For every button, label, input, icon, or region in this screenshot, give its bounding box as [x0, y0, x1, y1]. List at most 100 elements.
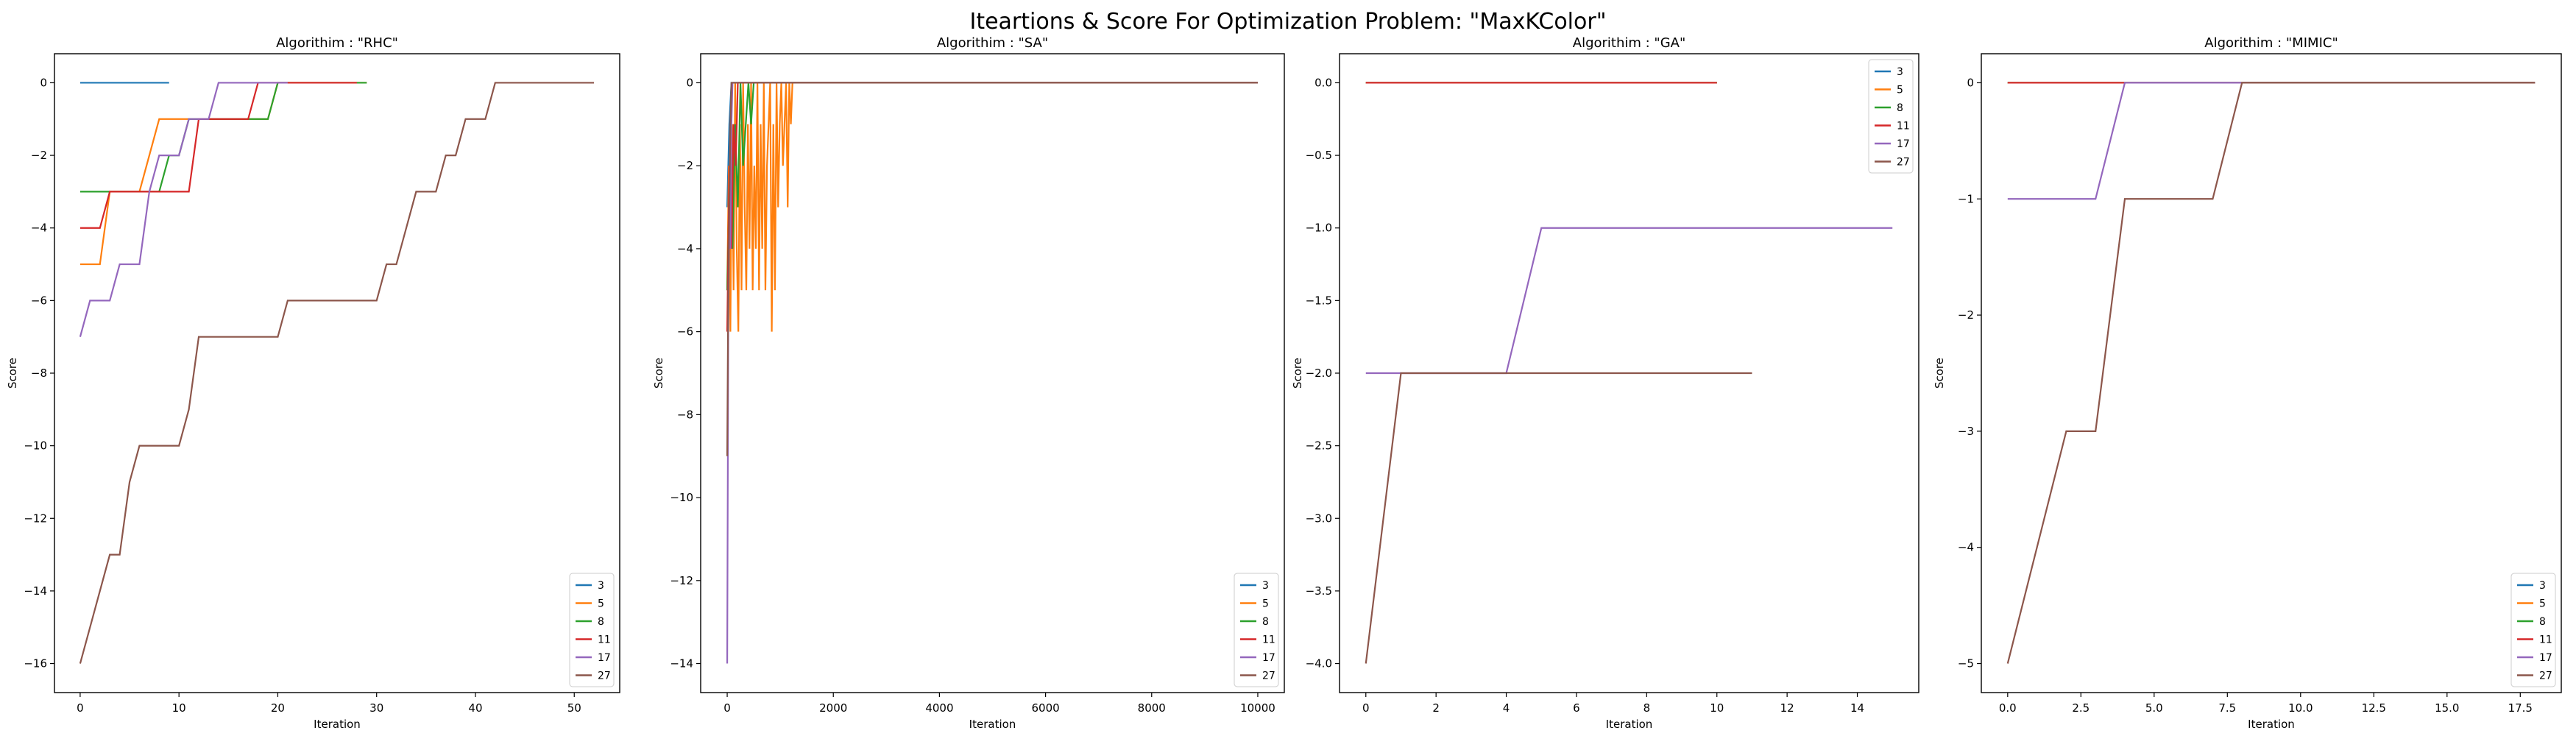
x-tick-label: 15.0 [2435, 701, 2459, 715]
y-tick-label: 0 [1967, 76, 1974, 89]
legend-box [1234, 573, 1279, 687]
legend-label-8: 8 [1897, 102, 1903, 114]
legend-label-17: 17 [1262, 652, 1275, 664]
x-tick-label: 0 [77, 701, 84, 715]
x-tick-label: 10 [1710, 701, 1724, 715]
series-line-5 [79, 82, 367, 266]
y-tick-label: −1.0 [1306, 222, 1332, 235]
legend-label-3: 3 [1897, 66, 1903, 78]
x-axis-label: Iteration [2248, 718, 2295, 731]
y-tick-label: −14 [24, 584, 47, 598]
y-tick-label: −12 [24, 512, 47, 525]
x-tick-label: 40 [468, 701, 482, 715]
y-tick-label: −6 [677, 325, 693, 339]
axes-frame [54, 53, 620, 693]
series-group [1365, 82, 1893, 664]
series-line-27 [1365, 372, 1752, 664]
series-line-3 [726, 82, 1258, 208]
legend-label-8: 8 [598, 616, 604, 628]
y-tick-label: −10 [670, 491, 693, 504]
legend-label-27: 27 [2539, 670, 2552, 682]
y-tick-label: −14 [670, 657, 693, 670]
legend-label-8: 8 [2539, 616, 2546, 628]
x-axis-label: Iteration [314, 718, 361, 731]
y-tick-label: −1 [1958, 192, 1974, 205]
legend-label-5: 5 [2539, 598, 2546, 610]
x-axis-label: Iteration [1606, 718, 1653, 731]
x-tick-label: 4000 [925, 701, 953, 715]
x-tick-label: 12.5 [2362, 701, 2386, 715]
x-tick-label: 6 [1573, 701, 1580, 715]
series-line-11 [79, 82, 357, 229]
x-tick-label: 12 [1780, 701, 1794, 715]
legend-label-11: 11 [598, 634, 611, 646]
y-tick-label: −6 [31, 294, 47, 307]
x-tick-label: 10 [172, 701, 186, 715]
y-tick-label: −4 [677, 242, 693, 255]
x-tick-label: 0 [1362, 701, 1370, 715]
legend-box [2510, 573, 2556, 687]
y-tick-label: −2 [677, 159, 693, 172]
subplot-title: Algorithim : "MIMIC" [2204, 35, 2338, 51]
x-tick-label: 0.0 [1999, 701, 2017, 715]
series-line-5 [726, 82, 1258, 332]
x-tick-label: 4 [1503, 701, 1510, 715]
y-tick-label: −3 [1958, 425, 1974, 438]
y-tick-label: −5 [1958, 657, 1974, 670]
subplot-title: Algorithim : "RHC" [276, 35, 398, 51]
y-tick-label: −0.5 [1306, 149, 1332, 162]
y-tick-label: −2 [1958, 308, 1974, 322]
series-group [2006, 82, 2536, 664]
legend-label-5: 5 [1262, 598, 1269, 610]
series-group [726, 82, 1258, 664]
series-line-8 [726, 82, 1258, 291]
x-tick-label: 50 [567, 701, 581, 715]
y-tick-label: 0 [686, 76, 693, 89]
legend-box [569, 573, 615, 687]
subplot-1: 0 10 20 30 40 50 0 −2 −4 −6 −8 −10 −12 −14 −16 Algorith… [6, 35, 620, 731]
x-tick-label: 8000 [1138, 701, 1166, 715]
y-tick-label: −4 [31, 222, 47, 235]
x-tick-label: 2.5 [2072, 701, 2090, 715]
series-line-17 [1365, 227, 1893, 375]
x-tick-label: 20 [271, 701, 285, 715]
series-line-8 [79, 82, 367, 193]
legend-label-3: 3 [1262, 580, 1269, 592]
axes-frame [700, 53, 1285, 693]
y-tick-label: −4 [1958, 541, 1974, 554]
subplot-3: 0 2 4 6 8 10 12 14 0.0 −0.5 −1.0 −1.5 −2.0 −2.5 −3.0 −3… [1291, 35, 1919, 731]
y-tick-label: −3.5 [1306, 584, 1332, 598]
series-line-17 [79, 82, 288, 337]
axes-frame [1981, 53, 2562, 693]
y-tick-label: 0 [40, 76, 47, 89]
x-tick-label: 30 [369, 701, 383, 715]
legend-label-3: 3 [2539, 580, 2546, 592]
y-tick-label: −2 [31, 149, 47, 162]
legend-label-27: 27 [1897, 157, 1910, 169]
y-tick-label: −4.0 [1306, 657, 1332, 670]
legend: 3 5 8 11 17 27 [1234, 573, 1279, 687]
legend-label-27: 27 [598, 670, 611, 682]
subplot-2: 0 2000 4000 6000 8000 10000 0 −2 −4 −6 −8 −10 −12 −14… [652, 35, 1285, 731]
y-tick-label: −16 [24, 657, 47, 670]
y-tick-label: −8 [677, 408, 693, 421]
subplot-title: Algorithim : "GA" [1573, 35, 1685, 51]
x-tick-label: 6000 [1031, 701, 1059, 715]
y-axis-label: Score [6, 358, 19, 389]
y-tick-label: −10 [24, 439, 47, 453]
x-tick-label: 5.0 [2145, 701, 2163, 715]
x-tick-label: 2 [1432, 701, 1440, 715]
series-line-27 [726, 82, 1258, 456]
figure-title: Iteartions & Score For Optimization Prob… [969, 9, 1607, 35]
legend-label-17: 17 [1897, 138, 1910, 150]
y-tick-label: −12 [670, 574, 693, 587]
series-line-27 [2006, 82, 2536, 664]
legend-label-27: 27 [1262, 670, 1275, 682]
y-tick-label: −1.5 [1306, 294, 1332, 307]
legend-label-3: 3 [598, 580, 604, 592]
y-tick-label: −2.5 [1306, 439, 1332, 453]
series-group [79, 82, 595, 664]
y-tick-label: −2.0 [1306, 367, 1332, 380]
x-tick-label: 8 [1643, 701, 1651, 715]
